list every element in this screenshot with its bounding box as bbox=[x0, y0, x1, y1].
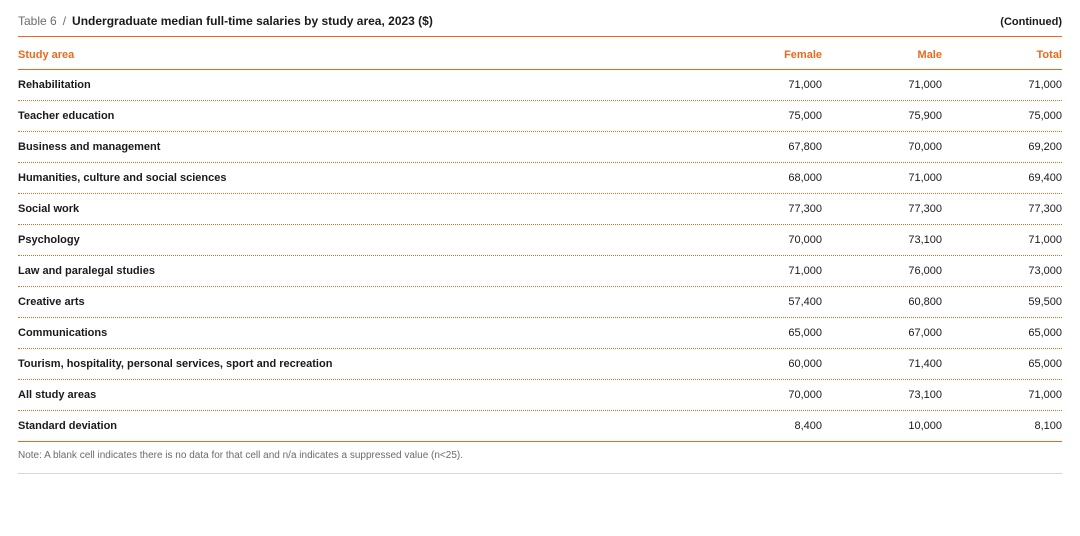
cell-total: 69,200 bbox=[942, 141, 1062, 153]
table-row: All study areas70,00073,10071,000 bbox=[18, 380, 1062, 411]
cell-male: 67,000 bbox=[822, 327, 942, 339]
cell-area: Business and management bbox=[18, 141, 702, 153]
cell-male: 77,300 bbox=[822, 203, 942, 215]
cell-total: 71,000 bbox=[942, 79, 1062, 91]
cell-total: 65,000 bbox=[942, 358, 1062, 370]
table-column-headers: Study area Female Male Total bbox=[18, 37, 1062, 70]
col-header-total: Total bbox=[942, 49, 1062, 61]
cell-total: 75,000 bbox=[942, 110, 1062, 122]
cell-female: 60,000 bbox=[702, 358, 822, 370]
col-header-female: Female bbox=[702, 49, 822, 61]
cell-area: Rehabilitation bbox=[18, 79, 702, 91]
cell-area: Standard deviation bbox=[18, 420, 702, 432]
cell-area: Creative arts bbox=[18, 296, 702, 308]
cell-total: 8,100 bbox=[942, 420, 1062, 432]
cell-total: 77,300 bbox=[942, 203, 1062, 215]
cell-area: Humanities, culture and social sciences bbox=[18, 172, 702, 184]
cell-female: 71,000 bbox=[702, 79, 822, 91]
cell-female: 8,400 bbox=[702, 420, 822, 432]
cell-male: 73,100 bbox=[822, 234, 942, 246]
table-row: Rehabilitation71,00071,00071,000 bbox=[18, 70, 1062, 101]
table-row: Business and management67,80070,00069,20… bbox=[18, 132, 1062, 163]
table-header-left: Table 6 / Undergraduate median full-time… bbox=[18, 14, 433, 28]
table-header: Table 6 / Undergraduate median full-time… bbox=[18, 14, 1062, 37]
table-label: Table 6 bbox=[18, 14, 57, 28]
table-row: Teacher education75,00075,90075,000 bbox=[18, 101, 1062, 132]
cell-female: 75,000 bbox=[702, 110, 822, 122]
cell-female: 67,800 bbox=[702, 141, 822, 153]
cell-area: Teacher education bbox=[18, 110, 702, 122]
cell-male: 71,000 bbox=[822, 79, 942, 91]
table-row: Tourism, hospitality, personal services,… bbox=[18, 349, 1062, 380]
cell-total: 65,000 bbox=[942, 327, 1062, 339]
table-row: Psychology70,00073,10071,000 bbox=[18, 225, 1062, 256]
cell-total: 73,000 bbox=[942, 265, 1062, 277]
cell-area: Communications bbox=[18, 327, 702, 339]
table-footnote: Note: A blank cell indicates there is no… bbox=[18, 442, 1062, 474]
table-row: Creative arts57,40060,80059,500 bbox=[18, 287, 1062, 318]
table-row: Social work77,30077,30077,300 bbox=[18, 194, 1062, 225]
cell-area: All study areas bbox=[18, 389, 702, 401]
cell-female: 57,400 bbox=[702, 296, 822, 308]
cell-male: 75,900 bbox=[822, 110, 942, 122]
cell-female: 70,000 bbox=[702, 389, 822, 401]
cell-area: Tourism, hospitality, personal services,… bbox=[18, 358, 702, 370]
cell-male: 76,000 bbox=[822, 265, 942, 277]
cell-male: 73,100 bbox=[822, 389, 942, 401]
table-title: Undergraduate median full-time salaries … bbox=[72, 14, 433, 28]
table-body: Rehabilitation71,00071,00071,000Teacher … bbox=[18, 70, 1062, 442]
cell-total: 71,000 bbox=[942, 389, 1062, 401]
col-header-male: Male bbox=[822, 49, 942, 61]
col-header-area: Study area bbox=[18, 49, 702, 61]
slash-separator: / bbox=[63, 14, 66, 28]
cell-area: Law and paralegal studies bbox=[18, 265, 702, 277]
cell-female: 70,000 bbox=[702, 234, 822, 246]
cell-female: 71,000 bbox=[702, 265, 822, 277]
table-row: Law and paralegal studies71,00076,00073,… bbox=[18, 256, 1062, 287]
cell-male: 70,000 bbox=[822, 141, 942, 153]
cell-male: 60,800 bbox=[822, 296, 942, 308]
cell-total: 71,000 bbox=[942, 234, 1062, 246]
cell-male: 71,400 bbox=[822, 358, 942, 370]
table-row: Communications65,00067,00065,000 bbox=[18, 318, 1062, 349]
table-row: Standard deviation8,40010,0008,100 bbox=[18, 411, 1062, 442]
cell-total: 59,500 bbox=[942, 296, 1062, 308]
cell-female: 68,000 bbox=[702, 172, 822, 184]
cell-male: 10,000 bbox=[822, 420, 942, 432]
cell-female: 65,000 bbox=[702, 327, 822, 339]
continued-label: (Continued) bbox=[1000, 16, 1062, 28]
cell-area: Social work bbox=[18, 203, 702, 215]
cell-total: 69,400 bbox=[942, 172, 1062, 184]
cell-area: Psychology bbox=[18, 234, 702, 246]
table-row: Humanities, culture and social sciences6… bbox=[18, 163, 1062, 194]
cell-male: 71,000 bbox=[822, 172, 942, 184]
cell-female: 77,300 bbox=[702, 203, 822, 215]
